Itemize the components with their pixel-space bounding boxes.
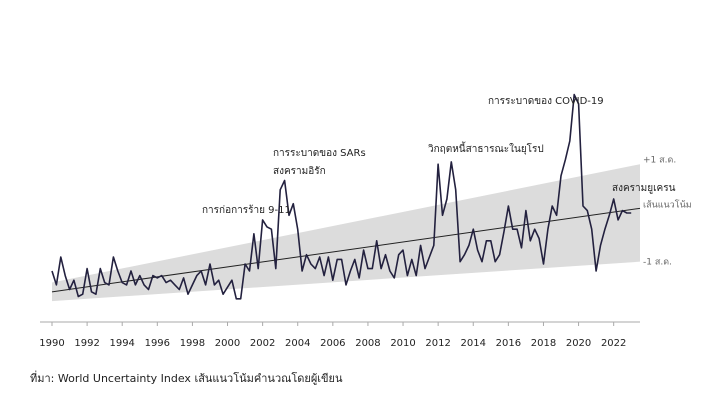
- band-upper-label: +1 ส.ด.: [643, 156, 676, 166]
- x-tick-label: 2016: [496, 338, 521, 349]
- annotation: การก่อการร้าย 9-11: [202, 204, 291, 216]
- x-tick-label: 2008: [355, 338, 380, 349]
- annotation: สงครามอิรัก: [273, 166, 326, 177]
- x-tick-label: 1994: [109, 338, 134, 349]
- x-tick-label: 2020: [566, 338, 591, 349]
- trend-label: เส้นแนวโน้ม: [643, 200, 692, 211]
- source-note: ที่มา: World Uncertainty Index เส้นแนวโน…: [30, 370, 343, 385]
- x-tick-label: 1992: [74, 338, 99, 349]
- x-tick-label: 2006: [320, 338, 345, 349]
- x-tick-label: 1998: [180, 338, 205, 349]
- x-tick-label: 2012: [425, 338, 450, 349]
- annotation: วิกฤตหนี้สาธารณะในยุโรป: [428, 141, 544, 155]
- x-tick-label: 2004: [285, 338, 310, 349]
- x-tick-label: 1996: [145, 338, 170, 349]
- x-tick-label: 2022: [601, 338, 626, 349]
- x-tick-label: 2000: [215, 338, 240, 349]
- x-tick-label: 2002: [250, 338, 275, 349]
- annotation: การระบาดของ COVID-19: [488, 96, 604, 107]
- x-tick-label: 1990: [39, 338, 64, 349]
- x-tick-label: 2014: [461, 338, 486, 349]
- uncertainty-line: [51, 93, 632, 300]
- annotation: การระบาดของ SARs: [273, 148, 366, 159]
- annotation: สงครามยูเครน: [612, 183, 676, 194]
- x-tick-label: 2010: [390, 338, 415, 349]
- x-tick-label: 2018: [531, 338, 556, 349]
- trend-line: [51, 207, 641, 293]
- band-lower-label: -1 ส.ด.: [643, 258, 672, 268]
- sd-band: [52, 164, 640, 302]
